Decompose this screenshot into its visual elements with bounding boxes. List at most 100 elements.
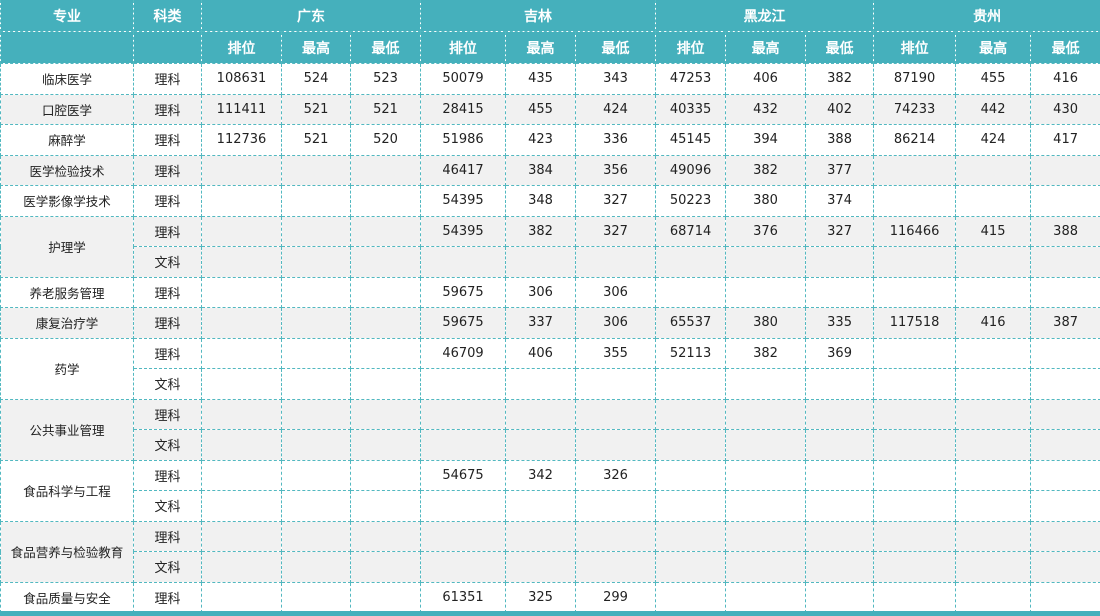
rank-cell: 54395 [420, 215, 507, 247]
min-score-cell [805, 368, 875, 400]
table-row: 文科 [1, 551, 1100, 583]
min-score-cell [1030, 459, 1100, 491]
min-score-cell: 326 [575, 459, 657, 491]
min-score-cell: 327 [805, 215, 875, 247]
min-score-cell [1030, 276, 1100, 308]
max-score-cell [281, 429, 351, 461]
rank-cell [655, 398, 727, 430]
min-score-cell [349, 398, 422, 430]
rank-cell: 50079 [420, 63, 507, 95]
rank-cell [873, 185, 957, 217]
max-score-cell [281, 368, 351, 400]
min-score-cell: 430 [1030, 93, 1100, 125]
table-row: 麻醉学 理科 112736 521 520 51986 423 336 45145 394 388 8… [0, 124, 1100, 156]
min-score-cell: 388 [805, 124, 875, 156]
max-score-cell: 394 [725, 124, 807, 156]
max-score-cell: 348 [505, 185, 577, 217]
major-name: 康复治疗学 [0, 307, 134, 339]
header-sub: 最高 [505, 31, 577, 64]
min-score-cell [1030, 337, 1100, 369]
min-score-cell: 417 [1030, 124, 1100, 156]
max-score-cell [955, 185, 1032, 217]
major-name: 临床医学 [0, 63, 134, 95]
max-score-cell [725, 429, 807, 461]
header-sub: 排位 [201, 31, 282, 64]
major-name: 食品科学与工程 [0, 459, 134, 522]
rank-cell [201, 337, 282, 369]
table-row: 文科 [1, 246, 1100, 278]
major-name: 麻醉学 [0, 124, 134, 156]
table-row: 文科 [1, 368, 1100, 400]
max-score-cell [281, 185, 351, 217]
max-score-cell [281, 459, 351, 491]
table-row: 康复治疗学 理科 59675 337 306 65537 380 335 117518 416 38… [0, 307, 1100, 339]
max-score-cell [725, 581, 807, 613]
table-row: 医学检验技术 理科 46417 384 356 49096 382 377 [0, 154, 1100, 186]
table-row: 公共事业管理 理科 [0, 398, 1100, 461]
min-score-cell [575, 368, 657, 400]
category-cell: 理科 [133, 520, 202, 552]
header-category-blank [133, 31, 202, 64]
min-score-cell [805, 246, 875, 278]
category-cell: 理科 [133, 124, 202, 156]
max-score-cell: 455 [955, 63, 1032, 95]
max-score-cell [281, 398, 351, 430]
min-score-cell [349, 490, 422, 522]
min-score-cell: 336 [575, 124, 657, 156]
min-score-cell [575, 551, 657, 583]
rank-cell: 86214 [873, 124, 957, 156]
rank-cell: 47253 [655, 63, 727, 95]
min-score-cell: 521 [349, 93, 422, 125]
rank-cell [201, 490, 282, 522]
max-score-cell [281, 520, 351, 552]
rank-cell: 54675 [420, 459, 507, 491]
rank-cell [420, 246, 507, 278]
category-cell: 理科 [133, 581, 202, 613]
max-score-cell [955, 581, 1032, 613]
min-score-cell [1030, 551, 1100, 583]
rank-cell: 65537 [655, 307, 727, 339]
max-score-cell: 384 [505, 154, 577, 186]
max-score-cell: 524 [281, 63, 351, 95]
min-score-cell [1030, 368, 1100, 400]
rank-cell [201, 581, 282, 613]
max-score-cell [281, 246, 351, 278]
max-score-cell: 416 [955, 307, 1032, 339]
min-score-cell [1030, 246, 1100, 278]
rank-cell [420, 398, 507, 430]
max-score-cell: 325 [505, 581, 577, 613]
min-score-cell [349, 581, 422, 613]
min-score-cell: 306 [575, 307, 657, 339]
major-name: 食品营养与检验教育 [0, 520, 134, 583]
max-score-cell [725, 551, 807, 583]
rank-cell [655, 246, 727, 278]
min-score-cell [1030, 520, 1100, 552]
rank-cell: 117518 [873, 307, 957, 339]
table-row: 医学影像学技术 理科 54395 348 327 50223 380 374 [0, 185, 1100, 217]
rank-cell [201, 246, 282, 278]
category-cell: 理科 [133, 398, 202, 430]
min-score-cell: 520 [349, 124, 422, 156]
rank-cell [201, 185, 282, 217]
max-score-cell [281, 154, 351, 186]
rank-cell: 40335 [655, 93, 727, 125]
max-score-cell: 406 [505, 337, 577, 369]
max-score-cell [505, 551, 577, 583]
category-cell: 理科 [133, 63, 202, 95]
rank-cell [873, 520, 957, 552]
max-score-cell [725, 246, 807, 278]
max-score-cell [955, 398, 1032, 430]
rank-cell: 52113 [655, 337, 727, 369]
rank-cell [873, 551, 957, 583]
major-name: 公共事业管理 [0, 398, 134, 461]
table-header: 专业 科类 广东 吉林 黑龙江 贵州 排位 最高 最低 排位 最高 最低 排位 最高 最低 排位 最高 最低 [0, 0, 1100, 64]
max-score-cell [281, 307, 351, 339]
min-score-cell [1030, 398, 1100, 430]
max-score-cell: 342 [505, 459, 577, 491]
min-score-cell [1030, 185, 1100, 217]
max-score-cell [955, 429, 1032, 461]
header-sub: 最高 [955, 31, 1032, 64]
min-score-cell: 327 [575, 185, 657, 217]
rank-cell [201, 429, 282, 461]
max-score-cell: 376 [725, 215, 807, 247]
